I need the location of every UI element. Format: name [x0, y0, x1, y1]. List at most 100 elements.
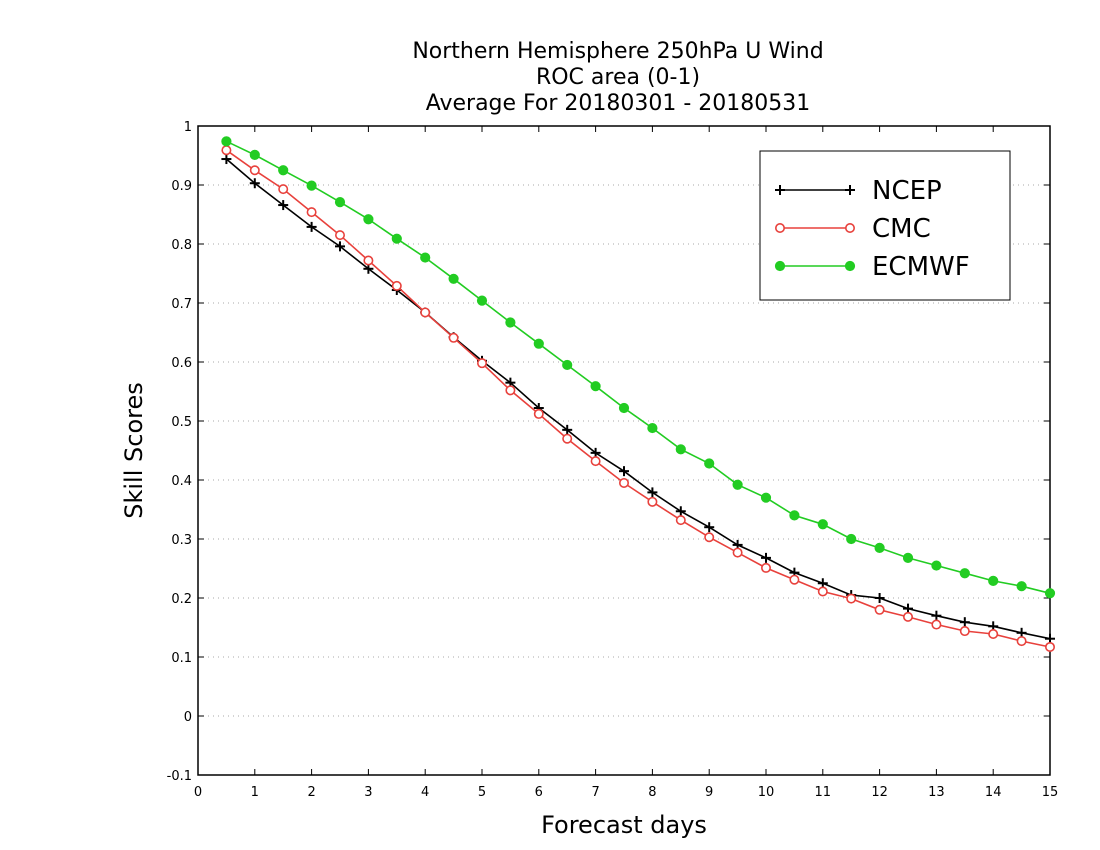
data-point-cmc [420, 307, 431, 318]
data-point-cmc [675, 515, 686, 526]
data-point-ncep [221, 154, 232, 165]
data-point-cmc [363, 255, 374, 266]
y-tick-label: 0.4 [171, 474, 192, 489]
data-point-ncep [306, 221, 317, 232]
y-tick-label: 1 [184, 120, 192, 135]
data-point-ecmwf [221, 136, 232, 147]
plot-area-frame [197, 125, 1051, 776]
data-point-cmc [334, 230, 345, 241]
y-tick-label: -0.1 [167, 769, 192, 784]
x-tick-label: 11 [815, 785, 832, 800]
data-point-ecmwf [846, 533, 857, 545]
data-point-ecmwf [817, 519, 828, 530]
title-line-3: Average For 20180301 - 20180531 [426, 91, 811, 116]
data-point-ecmwf [732, 479, 743, 490]
data-point-ecmwf [789, 510, 800, 521]
y-tick-label: 0.2 [171, 592, 192, 607]
data-point-ncep [874, 593, 885, 603]
data-point-cmc [249, 165, 260, 176]
title-line-1: Northern Hemisphere 250hPa U Wind [412, 39, 823, 64]
legend: NCEP CMC ECMWF [759, 150, 1011, 301]
data-point-cmc [846, 593, 857, 604]
data-point-cmc [789, 574, 800, 585]
data-point-ncep [619, 466, 629, 477]
data-point-ecmwf [306, 180, 317, 191]
data-point-cmc [533, 408, 544, 419]
data-point-cmc [391, 280, 402, 291]
data-point-ecmwf [363, 214, 374, 225]
data-point-cmc [562, 433, 573, 444]
y-tick-label: 0 [184, 710, 192, 725]
x-tick-label: 10 [758, 785, 775, 800]
data-point-ecmwf [562, 359, 573, 371]
data-point-ncep [704, 522, 715, 533]
y-tick-label: 0.6 [171, 356, 192, 371]
data-point-ncep [249, 178, 260, 189]
data-point-ncep [647, 487, 658, 498]
data-point-ncep [761, 552, 771, 563]
legend-marker-cmc [774, 223, 785, 234]
legend-box [759, 150, 1011, 301]
data-point-cmc [1045, 641, 1056, 652]
data-point-ecmwf [533, 338, 544, 349]
data-point-ncep [959, 617, 970, 628]
data-point-ecmwf [249, 149, 260, 161]
data-point-cmc [988, 628, 999, 639]
data-point-ecmwf [420, 252, 431, 263]
legend-marker-ecmwf [844, 260, 856, 272]
x-tick-label: 15 [1042, 785, 1059, 800]
data-point-ecmwf [675, 444, 686, 455]
data-point-ecmwf [931, 560, 942, 571]
data-point-cmc [476, 358, 487, 369]
data-point-ecmwf [902, 552, 914, 563]
y-tick-label: 0.7 [171, 297, 192, 312]
data-point-ncep [675, 506, 686, 517]
data-point-ecmwf [278, 165, 289, 176]
chart-title: Northern Hemisphere 250hPa U Wind ROC ar… [412, 39, 823, 116]
data-point-ecmwf [874, 542, 885, 553]
data-point-ncep [931, 610, 942, 621]
y-tick-label: 0.9 [171, 179, 192, 194]
data-point-ecmwf [1044, 588, 1056, 599]
data-point-ecmwf [448, 273, 459, 284]
data-point-ecmwf [959, 568, 970, 579]
data-point-ecmwf [1016, 581, 1027, 592]
y-tick-label: 0.5 [171, 415, 192, 430]
data-point-cmc [448, 332, 459, 343]
y-axis-label: Skill Scores [120, 382, 148, 519]
data-point-ncep [562, 424, 573, 435]
data-point-ecmwf [590, 381, 601, 392]
data-point-ecmwf [334, 197, 346, 208]
data-point-ecmwf [391, 233, 402, 244]
axis-ticks: -0.100.10.20.30.40.50.60.70.80.910 1 2 3 4 5 6… [167, 120, 1059, 800]
legend-label-ecmwf: ECMWF [872, 252, 970, 282]
x-tick-label: 8 [648, 785, 656, 800]
data-point-cmc [590, 456, 601, 467]
series-ecmwf [221, 136, 1056, 599]
data-point-cmc [704, 532, 715, 543]
legend-marker-ncep [845, 185, 855, 195]
series-lines [221, 136, 1056, 652]
data-point-ecmwf [760, 492, 772, 503]
title-line-2: ROC area (0-1) [536, 65, 700, 90]
data-point-ecmwf [988, 575, 999, 586]
x-tick-label: 13 [928, 785, 945, 800]
data-point-cmc [874, 604, 885, 615]
x-tick-label: 6 [535, 785, 543, 800]
legend-label-cmc: CMC [872, 214, 931, 244]
data-point-cmc [760, 562, 771, 573]
data-point-cmc [817, 586, 828, 597]
legend-marker-ncep [775, 185, 785, 195]
data-point-cmc [278, 184, 289, 195]
x-tick-label: 0 [194, 785, 202, 800]
series-line-ncep [225, 158, 1051, 640]
x-tick-label: 5 [478, 785, 486, 800]
x-tick-label: 4 [421, 785, 429, 800]
data-point-cmc [902, 611, 913, 622]
data-point-ecmwf [704, 458, 715, 469]
data-point-cmc [959, 626, 970, 637]
data-point-cmc [505, 385, 516, 396]
y-tick-label: 0.8 [171, 238, 192, 253]
